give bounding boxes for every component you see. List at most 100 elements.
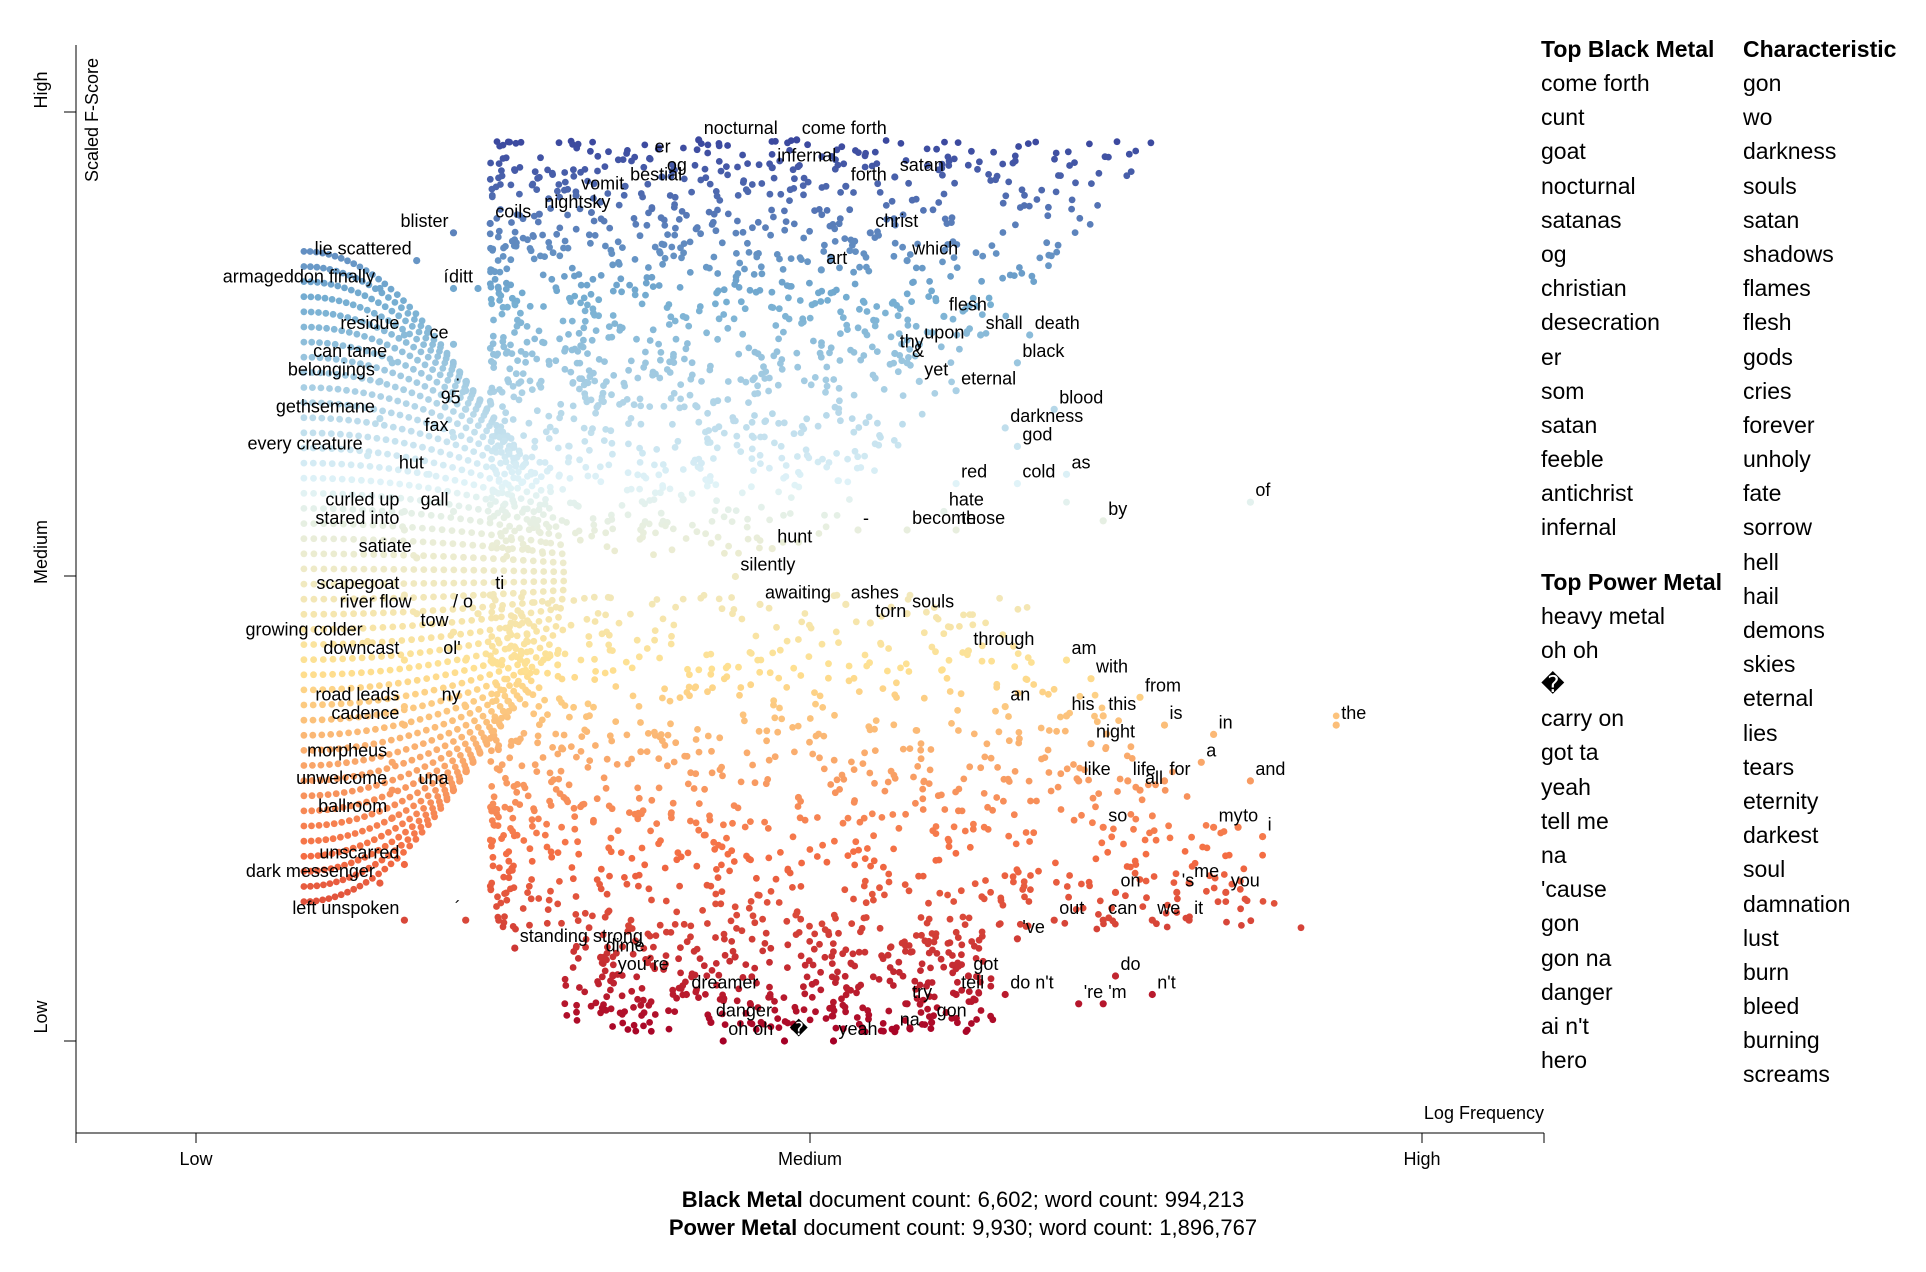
term-point[interactable] [382, 436, 390, 444]
term-point[interactable] [778, 356, 786, 363]
term-point[interactable] [542, 428, 550, 436]
term-point[interactable] [392, 321, 399, 329]
term-point[interactable] [1045, 769, 1053, 776]
term-point[interactable] [838, 995, 845, 1003]
term-point[interactable] [1099, 1000, 1107, 1008]
term-point[interactable] [1011, 663, 1019, 670]
term-point[interactable] [339, 342, 347, 349]
term-point[interactable] [366, 825, 374, 832]
term-point[interactable] [389, 537, 397, 544]
term-point[interactable] [1111, 888, 1120, 897]
term-point[interactable] [323, 821, 330, 829]
term-point[interactable] [473, 460, 481, 467]
term-point[interactable] [520, 578, 528, 586]
term-point[interactable] [546, 769, 554, 777]
term-point[interactable] [487, 758, 495, 765]
term-label[interactable]: 'm [1108, 982, 1126, 1002]
term-point[interactable] [636, 535, 644, 543]
term-point[interactable] [855, 688, 863, 695]
term-point[interactable] [576, 536, 584, 544]
term-point[interactable] [320, 580, 328, 588]
term-point[interactable] [988, 242, 996, 250]
term-point[interactable] [606, 732, 614, 740]
term-point[interactable] [756, 287, 764, 294]
term-point[interactable] [885, 645, 892, 652]
term-point[interactable] [378, 352, 386, 360]
term-point[interactable] [944, 623, 952, 630]
term-point[interactable] [589, 425, 596, 432]
term-point[interactable] [1013, 442, 1022, 450]
term-point[interactable] [502, 409, 510, 417]
term-point[interactable] [576, 456, 583, 464]
term-point[interactable] [600, 398, 607, 406]
term-point[interactable] [808, 980, 816, 988]
term-point[interactable] [373, 434, 381, 442]
term-point[interactable] [388, 307, 396, 315]
term-point[interactable] [732, 229, 740, 237]
term-point[interactable] [322, 836, 330, 844]
term-point[interactable] [571, 813, 579, 820]
term-point[interactable] [844, 852, 852, 859]
term-point[interactable] [912, 985, 920, 993]
term-point[interactable] [671, 193, 679, 201]
term-point[interactable] [310, 610, 318, 618]
term-point[interactable] [395, 811, 403, 819]
term-point[interactable] [879, 685, 887, 692]
term-point[interactable] [486, 671, 494, 678]
term-point[interactable] [615, 261, 623, 268]
term-point[interactable] [1096, 897, 1104, 905]
term-point[interactable] [642, 291, 649, 299]
term-point[interactable] [357, 360, 364, 367]
term-point[interactable] [422, 726, 430, 734]
term-label[interactable]: satiate [359, 536, 412, 556]
term-point[interactable] [720, 311, 728, 318]
term-point[interactable] [859, 1004, 867, 1012]
term-point[interactable] [489, 862, 497, 870]
term-point[interactable] [955, 962, 962, 970]
term-point[interactable] [488, 658, 496, 666]
term-point[interactable] [350, 885, 358, 893]
term-point[interactable] [639, 996, 647, 1004]
term-point[interactable] [776, 704, 783, 712]
term-point[interactable] [777, 190, 785, 198]
term-point[interactable] [398, 425, 406, 433]
term-point[interactable] [1038, 186, 1046, 194]
term-point[interactable] [756, 668, 764, 676]
term-point[interactable] [589, 912, 596, 920]
term-point[interactable] [803, 415, 811, 423]
term-point[interactable] [546, 243, 553, 251]
term-point[interactable] [389, 522, 397, 530]
term-point[interactable] [480, 567, 488, 574]
term-point[interactable] [416, 753, 424, 761]
term-point[interactable] [567, 368, 575, 376]
term-point[interactable] [431, 723, 439, 731]
term-point[interactable] [795, 468, 802, 476]
term-point[interactable] [538, 598, 546, 605]
term-point[interactable] [501, 470, 508, 478]
term-point[interactable] [428, 700, 435, 707]
term-point[interactable] [446, 695, 454, 702]
term-point[interactable] [561, 237, 569, 245]
term-point[interactable] [346, 431, 353, 439]
term-point[interactable] [602, 784, 610, 792]
term-point[interactable] [672, 335, 680, 343]
term-point[interactable] [387, 285, 395, 293]
term-point[interactable] [1018, 269, 1026, 277]
term-point[interactable] [961, 827, 969, 835]
term-point[interactable] [735, 985, 743, 993]
term-point[interactable] [1071, 159, 1078, 167]
term-point[interactable] [720, 821, 727, 829]
term-point[interactable] [450, 408, 457, 415]
term-point[interactable] [528, 453, 536, 461]
term-point[interactable] [483, 682, 490, 690]
term-point[interactable] [632, 937, 639, 945]
term-point[interactable] [455, 643, 463, 651]
term-point[interactable] [806, 922, 813, 930]
term-point[interactable] [361, 404, 369, 411]
term-point[interactable] [547, 488, 554, 496]
term-label[interactable]: do [1121, 954, 1141, 974]
term-point[interactable] [460, 592, 467, 600]
term-point[interactable] [719, 1037, 727, 1045]
term-point[interactable] [676, 882, 683, 890]
term-point[interactable] [634, 815, 642, 823]
